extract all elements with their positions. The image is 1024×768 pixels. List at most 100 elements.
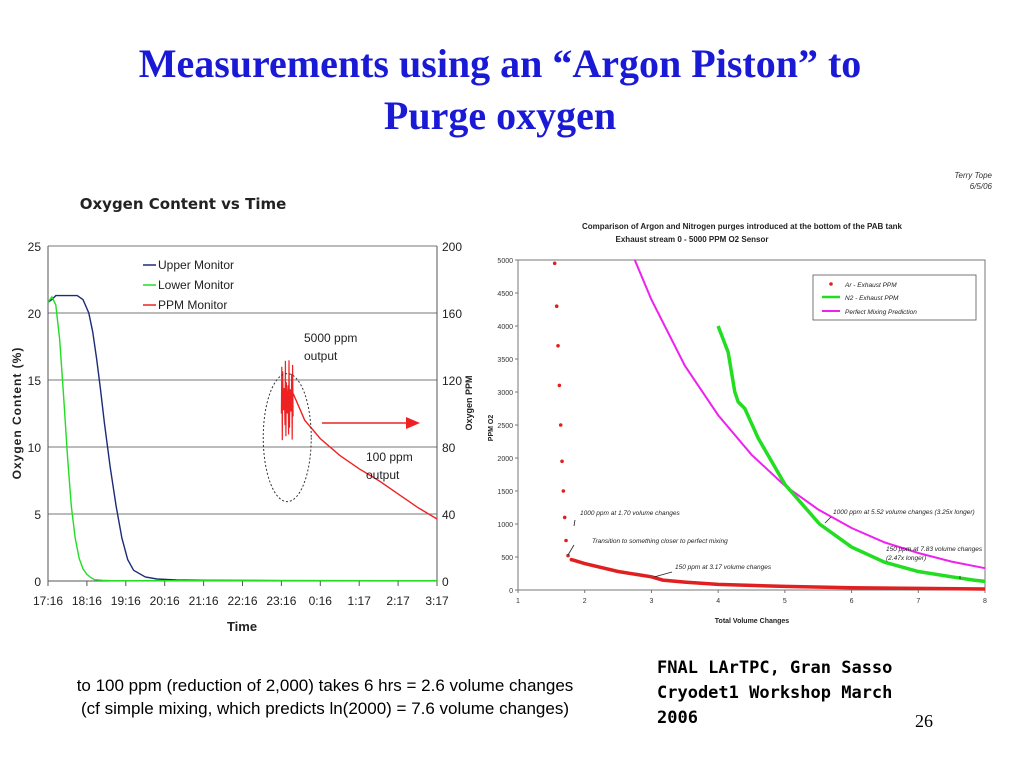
chart-title: Oxygen Content vs Time bbox=[80, 195, 287, 213]
y-tick-label: 15 bbox=[28, 374, 42, 388]
y-tick-label: 1000 bbox=[497, 522, 513, 529]
ar-point bbox=[562, 515, 567, 520]
annotation-pointer bbox=[653, 571, 673, 578]
legend-box bbox=[812, 274, 977, 321]
annotation-5000ppm-line1: 5000 ppm bbox=[304, 331, 357, 345]
ar-point bbox=[560, 459, 564, 464]
annotation-pointer bbox=[824, 516, 832, 524]
y-tick-label: 4000 bbox=[497, 324, 513, 331]
x-tick-label: 18:16 bbox=[72, 594, 102, 608]
x-tick-label: 1 bbox=[516, 598, 520, 605]
x-tick-label: 3:17 bbox=[425, 594, 449, 608]
series-line bbox=[47, 294, 438, 582]
footer-line-1: FNAL LArTPC, Gran Sasso bbox=[657, 658, 893, 678]
annotation-100ppm-line2: output bbox=[366, 468, 400, 482]
y2-tick-label: 80 bbox=[442, 441, 456, 455]
y2-tick-label: 40 bbox=[442, 508, 456, 522]
y2-axis-title: Oxygen PPM bbox=[464, 375, 474, 430]
legend-label: Upper Monitor bbox=[158, 258, 234, 272]
x-tick-label: 19:16 bbox=[111, 594, 141, 608]
ar-point bbox=[561, 489, 566, 493]
x-tick-label: 4 bbox=[716, 598, 720, 605]
annotation-label: 1000 ppm at 1.70 volume changes bbox=[580, 510, 680, 517]
y-tick-label: 25 bbox=[28, 240, 42, 254]
ar-point bbox=[554, 304, 559, 308]
annotation-5000ppm-line2: output bbox=[304, 349, 338, 363]
ar-point bbox=[556, 344, 560, 348]
ar-point bbox=[566, 553, 570, 558]
y2-tick-label: 0 bbox=[442, 575, 449, 589]
y-tick-label: 3500 bbox=[497, 357, 513, 364]
footer-line-3: 2006 bbox=[657, 708, 698, 728]
legend-swatch-ar bbox=[829, 282, 833, 286]
ar-series-line bbox=[570, 557, 986, 591]
x-tick-label: 17:16 bbox=[33, 594, 63, 608]
corner-note-line1: Terry Tope bbox=[954, 171, 992, 180]
x-tick-label: 23:16 bbox=[266, 594, 296, 608]
x-tick-label: 3 bbox=[649, 598, 653, 605]
y-tick-label: 0 bbox=[509, 588, 513, 595]
annotation-label: 150 ppm at 7.83 volume changes bbox=[886, 546, 983, 553]
annotation-label: (2.47x longer) bbox=[886, 555, 926, 562]
slide-footer: FNAL LArTPC, Gran Sasso Cryodet1 Worksho… bbox=[657, 656, 892, 731]
y-axis-title: Oxygen Content (%) bbox=[10, 347, 24, 480]
footer-line-2: Cryodet1 Workshop March bbox=[657, 683, 893, 703]
y-tick-label: 5 bbox=[34, 508, 41, 522]
caption-line-2: (cf simple mixing, which predicts ln(200… bbox=[80, 699, 570, 718]
annotation-100ppm-line1: 100 ppm bbox=[366, 450, 413, 464]
oxygen-content-chart: Oxygen Content vs Time 0 5 10 15 20 25 0 40 80 120… bbox=[10, 195, 474, 634]
x-tick-label: 2:17 bbox=[386, 594, 410, 608]
x-tick-label: 6 bbox=[850, 598, 854, 605]
y2-tick-label: 120 bbox=[442, 374, 462, 388]
title-line-2: Purge oxygen bbox=[383, 93, 617, 138]
y-tick-label: 2000 bbox=[497, 456, 513, 463]
mixing-prediction-line bbox=[633, 259, 986, 570]
y-tick-label: 1500 bbox=[497, 489, 513, 496]
x-tick-label: 2 bbox=[583, 598, 587, 605]
x-tick-label: 1:17 bbox=[348, 594, 372, 608]
x-tick-label: 8 bbox=[983, 598, 987, 605]
x-tick-label: 0:16 bbox=[309, 594, 333, 608]
x-axis-title: Time bbox=[227, 619, 257, 634]
slide-title: Measurements using an “Argon Piston” to … bbox=[0, 38, 1000, 142]
y-tick-label: 5000 bbox=[497, 258, 513, 265]
n2-series-line bbox=[716, 325, 986, 584]
series-line bbox=[292, 393, 438, 520]
slide-caption: to 100 ppm (reduction of 2,000) takes 6 … bbox=[20, 674, 630, 720]
y-tick-label: 500 bbox=[501, 555, 513, 562]
annotation-pointer bbox=[567, 544, 575, 556]
annotation-label: Transition to something closer to perfec… bbox=[592, 538, 728, 545]
annotation-arrow-head bbox=[406, 417, 420, 429]
y-tick-label: 20 bbox=[28, 307, 42, 321]
ppm-noise-trace bbox=[280, 360, 294, 441]
legend-label: Ar - Exhaust PPM bbox=[844, 282, 897, 289]
x-tick-label: 20:16 bbox=[150, 594, 180, 608]
ar-point bbox=[557, 383, 562, 388]
ar-point bbox=[558, 423, 563, 427]
chart-subtitle: Exhaust stream 0 - 5000 PPM O2 Sensor bbox=[616, 235, 769, 244]
page-number: 26 bbox=[915, 711, 933, 731]
y-tick-label: 2500 bbox=[497, 423, 513, 430]
legend-label: Perfect Mixing Prediction bbox=[845, 309, 917, 316]
title-line-1: Measurements using an “Argon Piston” to bbox=[138, 41, 862, 86]
ar-point bbox=[552, 261, 557, 266]
annotation-pointer bbox=[573, 519, 576, 527]
annotation-label: 1000 ppm at 5.52 volume changes (3.25x l… bbox=[833, 509, 975, 516]
y-tick-label: 10 bbox=[28, 441, 42, 455]
x-tick-label: 5 bbox=[783, 598, 787, 605]
y-tick-label: 0 bbox=[34, 575, 41, 589]
y-tick-label: 4500 bbox=[497, 291, 513, 298]
annotation-label: 150 ppm at 3.17 volume changes bbox=[675, 564, 772, 571]
x-axis-title: Total Volume Changes bbox=[715, 618, 790, 625]
chart-title: Comparison of Argon and Nitrogen purges … bbox=[582, 222, 903, 231]
ar-point bbox=[564, 538, 568, 543]
annotation-ellipse bbox=[262, 373, 312, 503]
x-tick-label: 22:16 bbox=[227, 594, 257, 608]
y2-tick-label: 200 bbox=[442, 240, 462, 254]
y2-tick-label: 160 bbox=[442, 307, 462, 321]
x-tick-label: 21:16 bbox=[189, 594, 219, 608]
series-line bbox=[47, 295, 437, 582]
purge-comparison-chart: Terry Tope 6/5/06 Comparison of Argon and … bbox=[482, 158, 1012, 630]
corner-note-line2: 6/5/06 bbox=[970, 182, 993, 191]
x-tick-label: 7 bbox=[916, 598, 920, 605]
